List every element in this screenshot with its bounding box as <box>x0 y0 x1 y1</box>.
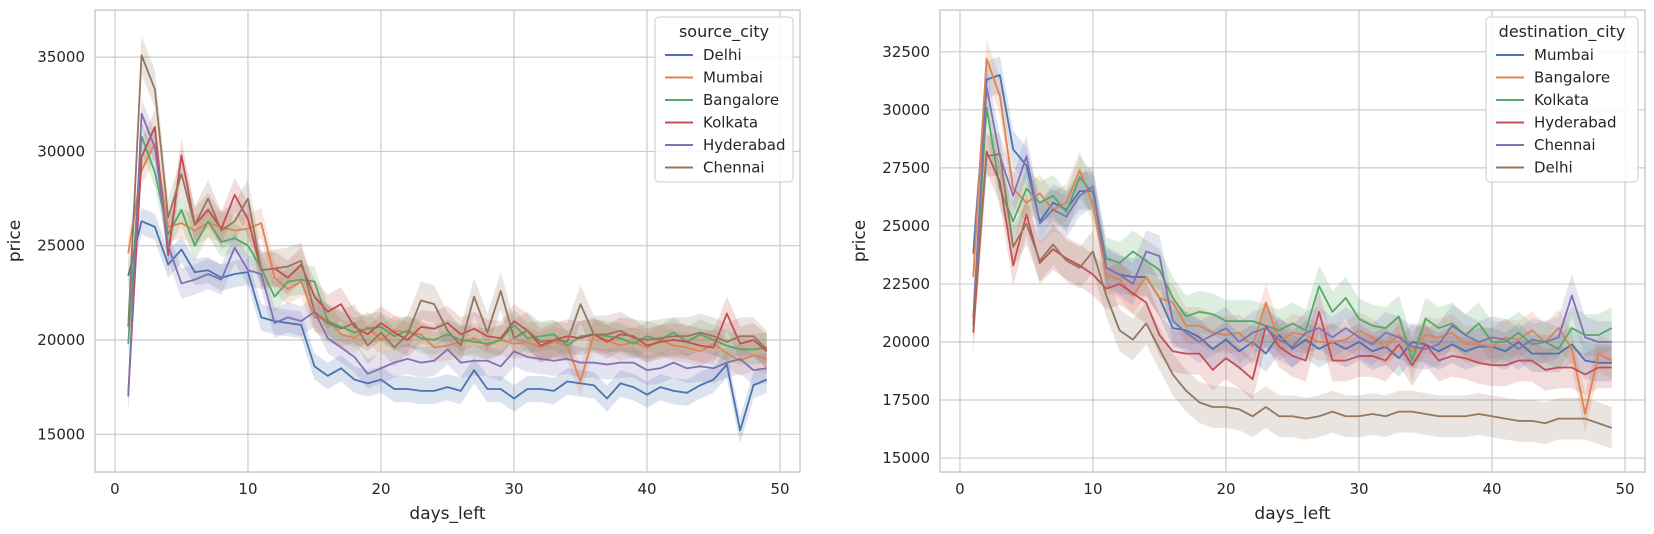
plot-frame <box>939 9 1646 473</box>
legend-label-hyderabad: Hyderabad <box>703 136 786 154</box>
legend-label-hyderabad: Hyderabad <box>1534 114 1617 132</box>
y-tick-label: 30000 <box>37 142 85 160</box>
chart-source-city: 0 10 20 30 40 50 15000 20000 25000 30000 35000 days… <box>5 9 801 524</box>
legend-label-delhi: Delhi <box>703 46 742 64</box>
confidence-band-delhi <box>128 208 767 444</box>
x-axis-label: days_left <box>1254 504 1330 524</box>
x-tick-label: 50 <box>771 480 790 498</box>
x-axis-label: days_left <box>409 504 485 524</box>
x-tick-label: 30 <box>1349 480 1368 498</box>
confidence-band-mumbai <box>973 56 1612 382</box>
y-tick-label: 35000 <box>37 48 85 66</box>
legend-label-mumbai: Mumbai <box>703 69 763 87</box>
y-tick-label: 20000 <box>37 331 85 349</box>
y-tick-label: 30000 <box>882 101 930 119</box>
confidence-band-mumbai <box>128 128 767 397</box>
x-tick-label: 20 <box>1216 480 1235 498</box>
legend-label-mumbai: Mumbai <box>1534 46 1594 64</box>
confidence-band-bangalore <box>973 40 1612 433</box>
confidence-band-bangalore <box>128 121 767 365</box>
y-tick-label: 15000 <box>37 425 85 443</box>
x-tick-label: 30 <box>504 480 523 498</box>
legend-label-kolkata: Kolkata <box>1534 91 1589 109</box>
series-line-mumbai <box>972 74 1612 364</box>
y-tick-label: 22500 <box>882 275 930 293</box>
series-line-chennai <box>127 54 768 351</box>
series-line-chennai <box>972 85 1612 350</box>
y-tick-label: 32500 <box>882 43 930 61</box>
legend-label-chennai: Chennai <box>1534 136 1596 154</box>
y-axis-label: price <box>850 220 870 262</box>
series-line-bangalore <box>972 57 1613 415</box>
legend-label-chennai: Chennai <box>703 159 765 177</box>
y-tick-label: 27500 <box>882 159 930 177</box>
legend-label-kolkata: Kolkata <box>703 114 758 132</box>
x-tick-label: 40 <box>1482 480 1501 498</box>
x-tick-label: 10 <box>238 480 257 498</box>
series-line-delhi <box>972 153 1613 429</box>
series-line-kolkata <box>972 106 1613 362</box>
chart-destination-city: 0 10 20 30 40 50 15000 17500 20000 22500 25000 2750… <box>850 9 1646 524</box>
x-tick-label: 50 <box>1616 480 1635 498</box>
series-line-kolkata <box>127 126 768 395</box>
series-line-hyderabad <box>972 150 1612 381</box>
y-tick-label: 17500 <box>882 391 930 409</box>
y-tick-label: 25000 <box>882 217 930 235</box>
confidence-band-delhi <box>973 133 1612 449</box>
y-tick-label: 15000 <box>882 449 930 467</box>
x-tick-label: 0 <box>955 480 965 498</box>
legend-label-delhi: Delhi <box>1534 159 1573 177</box>
y-axis-label: price <box>5 220 25 262</box>
legend-label-bangalore: Bangalore <box>1534 69 1610 87</box>
plot-frame <box>94 9 801 473</box>
y-tick-label: 25000 <box>37 237 85 255</box>
x-tick-label: 40 <box>637 480 656 498</box>
legend-title: destination_city <box>1499 22 1626 42</box>
legend-title: source_city <box>679 22 769 42</box>
series-line-bangalore <box>127 135 767 351</box>
y-tick-label: 20000 <box>882 333 930 351</box>
x-tick-label: 10 <box>1083 480 1102 498</box>
legend: source_city Delhi Mumbai Bangalore Kolkata Hy… <box>654 16 794 183</box>
x-tick-label: 20 <box>371 480 390 498</box>
x-tick-label: 0 <box>110 480 120 498</box>
legend-box <box>654 16 794 183</box>
series-line-delhi <box>127 220 768 432</box>
legend: destination_city Mumbai Bangalore Kolkata Hy… <box>1485 16 1639 183</box>
legend-box <box>1485 16 1639 183</box>
legend-label-bangalore: Bangalore <box>703 91 779 109</box>
confidence-band-kolkata <box>973 86 1612 382</box>
series-line-hyderabad <box>127 112 767 397</box>
